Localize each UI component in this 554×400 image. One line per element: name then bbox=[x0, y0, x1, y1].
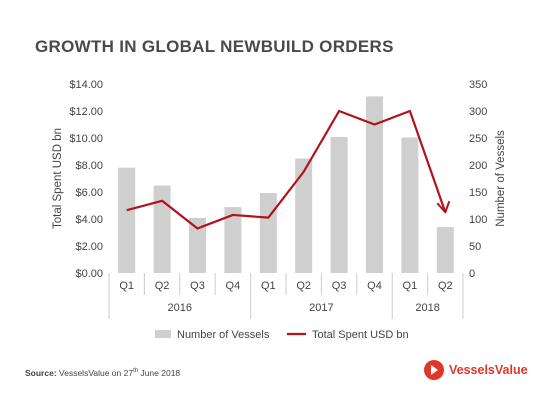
y-left-tick-label: $2.00 bbox=[75, 241, 103, 253]
y-left-tick-label: $12.00 bbox=[69, 106, 103, 118]
source-label: Source: bbox=[25, 368, 57, 378]
y-left-tick-label: $8.00 bbox=[75, 160, 103, 172]
y-left-tick-label: $4.00 bbox=[75, 214, 103, 226]
legend-label-line: Total Spent USD bn bbox=[312, 329, 409, 341]
y-left-axis-title: Total Spent USD bn bbox=[52, 128, 64, 229]
y-right-tick-label: 200 bbox=[469, 160, 487, 172]
y-right-tick-label: 350 bbox=[469, 79, 487, 91]
year-label: 2017 bbox=[309, 302, 333, 314]
y-right-tick-label: 300 bbox=[469, 106, 487, 118]
x-tick-label: Q2 bbox=[155, 280, 170, 292]
y-right-tick-label: 250 bbox=[469, 133, 487, 145]
y-left-tick-label: $6.00 bbox=[75, 187, 103, 199]
x-tick-label: Q2 bbox=[296, 280, 311, 292]
source-date: June 2018 bbox=[138, 368, 181, 378]
x-tick-label: Q1 bbox=[403, 280, 418, 292]
line-total-spent bbox=[126, 109, 447, 230]
y-right-tick-label: 150 bbox=[469, 187, 487, 199]
chart-title: GROWTH IN GLOBAL NEWBUILD ORDERS bbox=[35, 37, 394, 56]
bar-5 bbox=[295, 158, 313, 273]
y-right-tick-label: 50 bbox=[469, 241, 481, 253]
year-label: 2016 bbox=[168, 302, 192, 314]
bar-4 bbox=[259, 193, 277, 273]
x-tick-label: Q3 bbox=[190, 280, 205, 292]
vesselsvalue-logo: VesselsValue bbox=[424, 360, 528, 380]
bar-1 bbox=[153, 185, 171, 273]
line-arrowhead bbox=[436, 200, 451, 214]
bar-8 bbox=[401, 137, 419, 273]
y-right-tick-label: 0 bbox=[469, 268, 475, 280]
source-superscript: th bbox=[133, 368, 139, 375]
x-tick-label: Q4 bbox=[226, 280, 241, 292]
source-text: VesselsValue on 27 bbox=[59, 368, 134, 378]
y-right-axis-title: Number of Vessels bbox=[495, 130, 507, 227]
logo-text: VesselsValue bbox=[449, 363, 528, 377]
y-right-tick-label: 100 bbox=[469, 214, 487, 226]
bar-6 bbox=[330, 136, 348, 273]
x-tick-label: Q2 bbox=[438, 280, 453, 292]
year-label: 2018 bbox=[415, 302, 439, 314]
y-left-tick-label: $10.00 bbox=[69, 133, 103, 145]
bar-3 bbox=[224, 207, 242, 273]
y-left-tick-label: $0.00 bbox=[75, 268, 103, 280]
bar-9 bbox=[436, 227, 454, 273]
bar-7 bbox=[366, 96, 383, 273]
x-tick-label: Q1 bbox=[119, 280, 134, 292]
legend-swatch-bars bbox=[155, 330, 171, 338]
play-icon bbox=[424, 360, 444, 380]
legend-label-bars: Number of Vessels bbox=[177, 329, 270, 341]
x-tick-label: Q4 bbox=[367, 280, 382, 292]
bar-0 bbox=[118, 167, 136, 273]
y-left-tick-label: $14.00 bbox=[69, 79, 103, 91]
source-note: Source: VesselsValue on 27th June 2018 bbox=[25, 368, 180, 378]
x-tick-label: Q3 bbox=[332, 280, 347, 292]
bar-2 bbox=[189, 217, 206, 273]
x-tick-label: Q1 bbox=[261, 280, 276, 292]
